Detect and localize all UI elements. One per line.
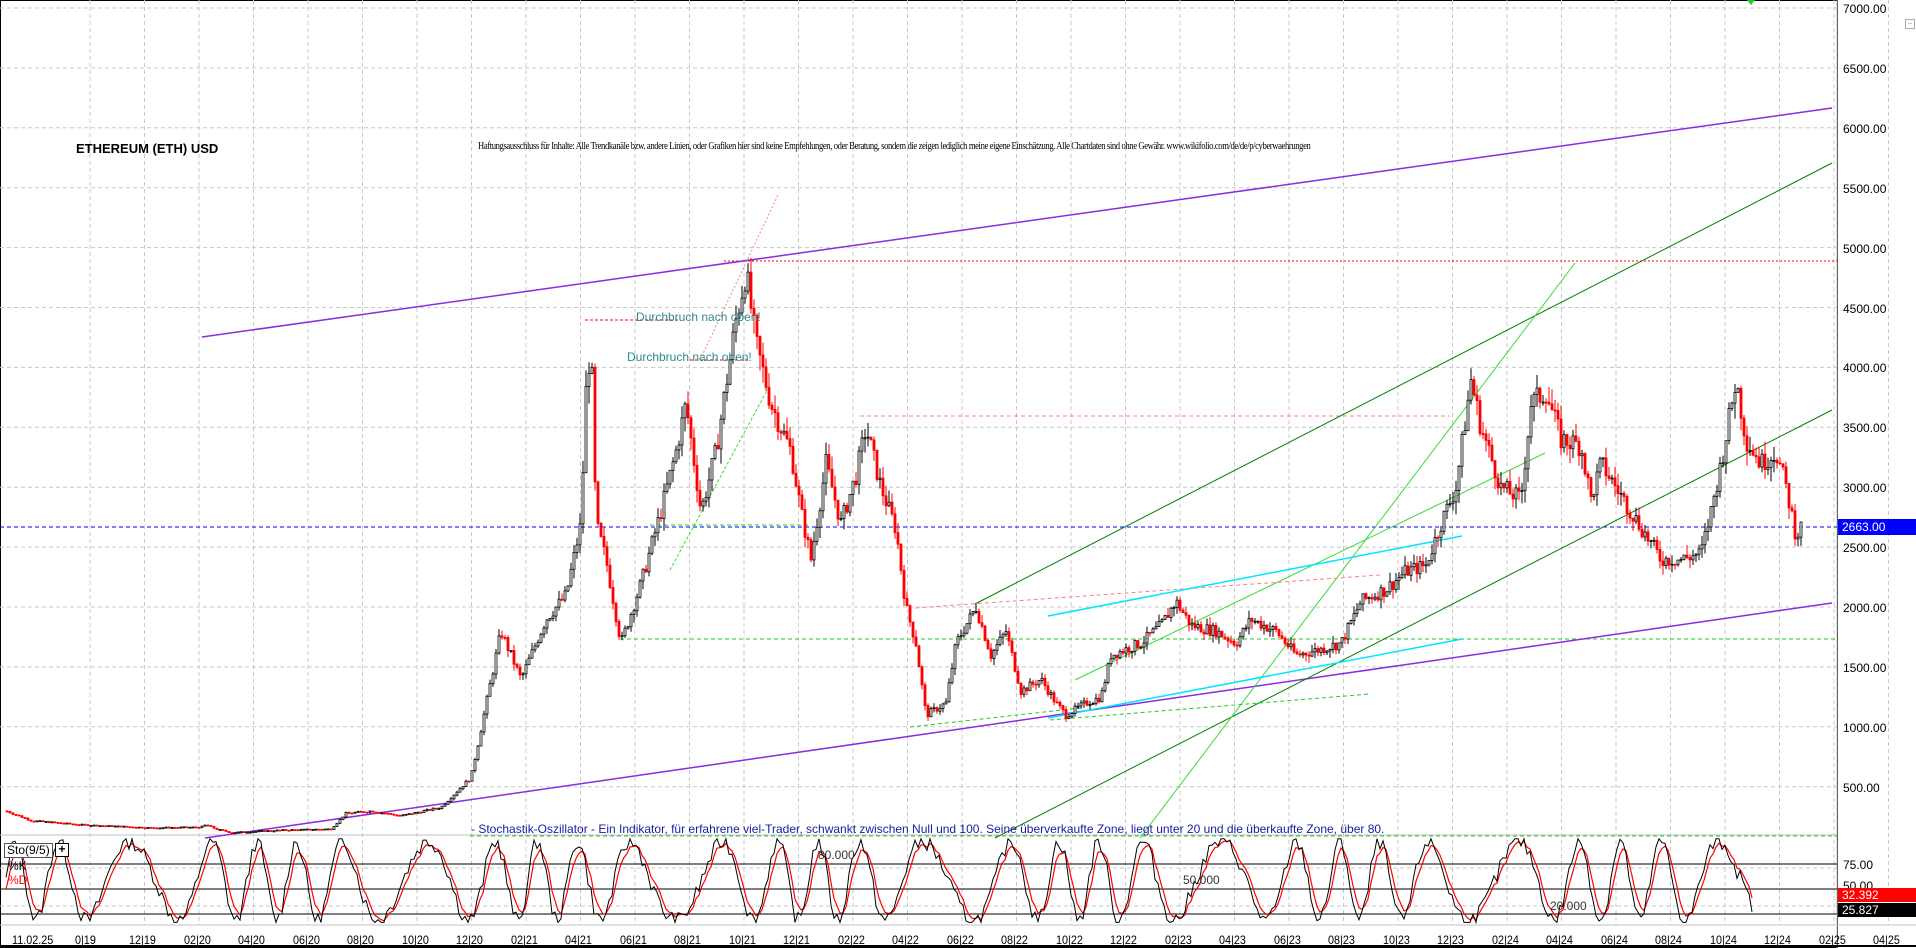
time-axis-label: 06|23 <box>1273 933 1301 947</box>
time-axis-label: 06|24 <box>1600 933 1628 947</box>
time-axis-label: 04|24 <box>1546 933 1573 947</box>
gridlines <box>0 0 1889 925</box>
osc-axis-75: 75.00 <box>1843 858 1874 872</box>
d-line-label: %D <box>8 873 28 887</box>
level-50-label: 50.000 <box>1183 873 1220 887</box>
support-trend-green <box>1049 693 1371 721</box>
upper-channel-line <box>201 107 1833 338</box>
breakout-annotation-1: Durchbruch nach oben! <box>636 310 761 324</box>
trend-line-dark-2 <box>994 409 1833 839</box>
time-axis-label: 10|23 <box>1382 933 1410 947</box>
price-axis-label: 500.00 <box>1843 780 1880 795</box>
time-axis-label: 12|24 <box>1764 933 1791 947</box>
time-axis-label: 12|21 <box>783 933 810 947</box>
time-axis-label: 02|21 <box>510 933 538 947</box>
resistance-trend-red <box>699 194 779 361</box>
support-trend-green-2 <box>909 707 1081 728</box>
time-axis-label: 06|20 <box>292 933 320 947</box>
disclaimer-text: Haftungsausschluss für Inhalte: Alle Tre… <box>478 141 1311 152</box>
time-axis-label: 12|23 <box>1437 933 1464 947</box>
breakout-annotation-2: Durchbruch nach oben! <box>627 350 752 364</box>
cyan-trend-lower <box>1047 638 1463 719</box>
time-axis-label: 08|22 <box>1001 933 1028 947</box>
current-price-tag: 2663.00 <box>1838 519 1916 535</box>
time-axis-label: 06|21 <box>619 933 647 947</box>
breakout-trend-green <box>669 384 771 571</box>
price-axis-label: 2000.00 <box>1843 601 1887 615</box>
time-axis-label: 12|19 <box>129 933 156 947</box>
time-axis-label: - <box>1830 933 1834 947</box>
time-axis-label: 12|22 <box>1110 933 1137 947</box>
time-axis-label: 02|20 <box>183 933 211 947</box>
price-axis-label: 2500.00 <box>1843 541 1887 556</box>
time-axis-label: 04|23 <box>1219 933 1246 947</box>
chart-title: ETHEREUM (ETH) USD <box>76 141 219 156</box>
time-axis-label: 10|24 <box>1709 933 1737 947</box>
k-value-tag: 32.392 <box>1838 888 1916 902</box>
price-axis-label: 3500.00 <box>1843 421 1887 436</box>
time-axis-label: 04|22 <box>892 933 919 947</box>
time-axis-label: 11.02.25 <box>12 933 54 947</box>
time-axis-label: 10|21 <box>728 933 756 947</box>
lower-channel-line <box>204 602 1833 839</box>
time-axis-label: 08|20 <box>347 933 374 947</box>
time-axis-label: 08|23 <box>1328 933 1355 947</box>
top-marker-icon <box>1747 0 1755 5</box>
price-axis-label: 6500.00 <box>1843 61 1887 76</box>
time-axis-label: 10|22 <box>1055 933 1083 947</box>
time-axis-label: 08|21 <box>674 933 701 947</box>
time-axis-label: 02|25 <box>1818 933 1846 947</box>
level-80-label: 80.000 <box>818 848 855 862</box>
price-candles <box>5 258 1803 834</box>
stochastic-d-line <box>5 840 1753 922</box>
price-axis-label: 3000.00 <box>1843 481 1887 496</box>
price-axis-label: 4000.00 <box>1843 361 1887 376</box>
price-axis-label: 6000.00 <box>1843 121 1887 136</box>
collapse-pane-button[interactable]: − <box>1905 19 1915 29</box>
time-axis-label: 06|22 <box>946 933 974 947</box>
oscillator-legend[interactable]: Sto(9/5) <box>4 843 53 858</box>
price-axis-label: 7000.00 <box>1843 2 1887 16</box>
time-axis-label: 02|23 <box>1164 933 1192 947</box>
time-axis-label: 02|24 <box>1491 933 1519 947</box>
resistance-trend-red-2 <box>914 574 1381 609</box>
price-axis-label: 1500.00 <box>1843 660 1887 675</box>
time-axis-label: 04|21 <box>565 933 592 947</box>
level-20-label: 20.000 <box>1550 899 1587 913</box>
price-axis-label: 1000.00 <box>1843 720 1887 735</box>
time-axis-label: 10|20 <box>401 933 429 947</box>
trend-line-light-1 <box>1139 262 1576 839</box>
time-axis-label: 04|20 <box>238 933 265 947</box>
stochastic-k-line <box>5 836 1753 925</box>
time-axis-label: 04|25 <box>1873 933 1900 947</box>
oscillator-description: - Stochastik-Oszillator - Ein Indikator,… <box>471 822 1385 836</box>
time-axis-label: 02|22 <box>837 933 865 947</box>
price-axis-label: 4500.00 <box>1843 301 1887 316</box>
price-axis-label: 5000.00 <box>1843 241 1887 256</box>
k-line-label: %K <box>8 859 27 873</box>
cyan-trend-upper <box>1047 535 1463 617</box>
d-value-tag: 25.827 <box>1838 903 1916 917</box>
price-axis-label: 5500.00 <box>1843 181 1887 196</box>
add-indicator-plus-icon[interactable]: + <box>55 843 69 857</box>
trend-line-dark-1 <box>974 162 1833 605</box>
time-axis-label: 08|24 <box>1655 933 1682 947</box>
time-axis-label: 12|20 <box>456 933 483 947</box>
trend-line-light-2 <box>1074 452 1546 681</box>
time-axis-label: 0|19 <box>74 933 96 947</box>
